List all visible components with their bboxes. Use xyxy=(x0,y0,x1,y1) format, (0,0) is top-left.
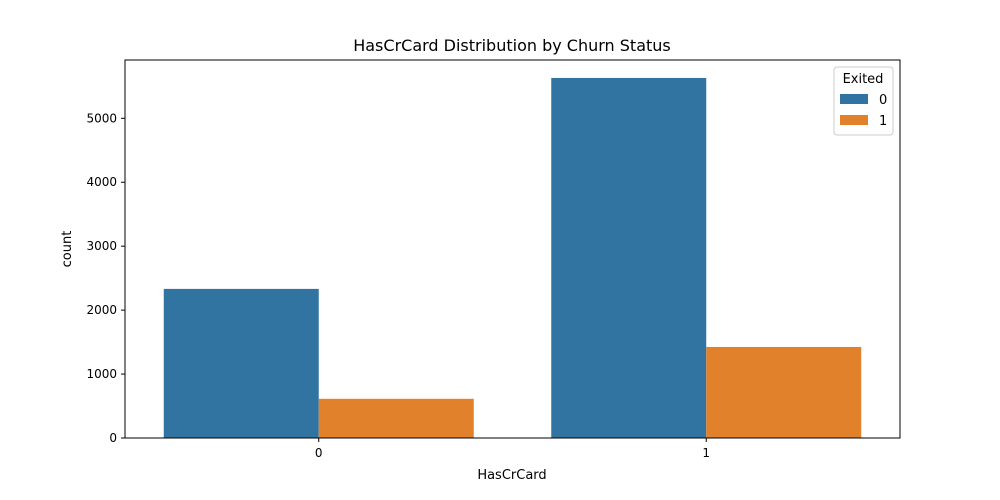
legend-swatch-0 xyxy=(840,94,868,104)
bar-hascrcard-0-exited-0 xyxy=(163,288,319,438)
y-tick-label: 0 xyxy=(109,431,117,445)
x-tick-label: 0 xyxy=(315,446,323,460)
legend: Exited 0 1 xyxy=(833,66,894,136)
plot-frame xyxy=(124,59,901,439)
y-axis-ticks: 0 1000 2000 3000 4000 5000 xyxy=(86,111,125,445)
y-tick-label: 2000 xyxy=(86,303,117,317)
y-tick-label: 3000 xyxy=(86,239,117,253)
legend-title: Exited xyxy=(843,72,884,87)
y-tick-label: 5000 xyxy=(86,111,117,125)
bar-hascrcard-0-exited-1 xyxy=(318,398,474,438)
legend-label-0: 0 xyxy=(879,93,887,108)
bar-hascrcard-1-exited-1 xyxy=(706,346,862,438)
y-tick-label: 1000 xyxy=(86,367,117,381)
chart-title: HasCrCard Distribution by Churn Status xyxy=(353,36,671,55)
legend-swatch-1 xyxy=(840,115,868,125)
y-tick-label: 4000 xyxy=(86,175,117,189)
legend-label-1: 1 xyxy=(879,114,887,129)
x-tick-label: 1 xyxy=(702,446,710,460)
x-axis-label: HasCrCard xyxy=(477,468,546,483)
bar-hascrcard-1-exited-0 xyxy=(551,77,707,439)
bars-group xyxy=(163,77,862,439)
y-axis-label: count xyxy=(60,231,75,268)
